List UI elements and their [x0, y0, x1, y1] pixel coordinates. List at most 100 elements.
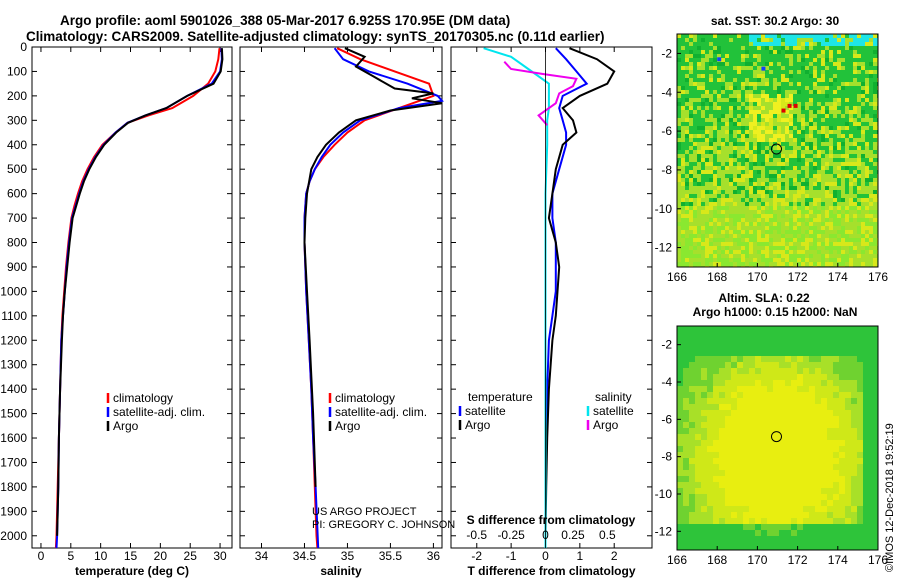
map-cell: [701, 536, 708, 543]
map-cell: [781, 178, 786, 183]
map-cell: [713, 146, 718, 151]
map-cell: [681, 102, 686, 107]
map-cell: [797, 392, 804, 399]
map-cell: [821, 102, 826, 107]
map-cell: [857, 102, 862, 107]
map-cell: [845, 114, 850, 119]
map-cell: [689, 102, 694, 107]
map-cell: [869, 368, 876, 375]
map-cell: [701, 452, 708, 459]
map-cell: [769, 138, 774, 143]
map-cell: [731, 416, 738, 423]
map-cell: [701, 42, 706, 47]
map-cell: [749, 548, 756, 550]
map-cell: [753, 150, 758, 155]
map-cell: [693, 82, 698, 87]
map-cell: [865, 78, 870, 83]
map-cell: [709, 106, 714, 111]
legend-entry: Argo: [113, 419, 139, 433]
map-cell: [827, 536, 834, 543]
map-cell: [725, 106, 730, 111]
map-cell: [821, 392, 828, 399]
map-cell: [707, 500, 714, 507]
map-cell: [677, 506, 684, 513]
map-cell: [793, 170, 798, 175]
map-cell: [857, 50, 862, 55]
map-cell: [821, 206, 826, 211]
map-cell: [761, 374, 768, 381]
map-cell: [737, 74, 742, 79]
map-cell: [717, 154, 722, 159]
map-cell: [737, 464, 744, 471]
map-cell: [753, 258, 758, 263]
map-cell: [821, 524, 828, 531]
map-cell: [857, 518, 864, 525]
map-cell: [803, 530, 810, 537]
map-cell: [785, 332, 792, 339]
map-cell: [681, 186, 686, 191]
map-cell: [731, 548, 738, 550]
map-cell: [857, 500, 864, 507]
map-cell: [721, 182, 726, 187]
map-cell: [849, 234, 854, 239]
map-cell: [841, 114, 846, 119]
map-cell: [689, 518, 696, 525]
map-cell: [765, 98, 770, 103]
map-cell: [809, 374, 816, 381]
map-cell: [685, 78, 690, 83]
map-cell: [853, 158, 858, 163]
map-cell: [677, 488, 684, 495]
map-cell: [725, 470, 732, 477]
map-cell: [821, 368, 828, 375]
map-cell: [851, 524, 858, 531]
map-cell: [773, 150, 778, 155]
map-cell: [841, 94, 846, 99]
map-cell: [765, 258, 770, 263]
map-cell: [741, 234, 746, 239]
map-cell: [757, 146, 762, 151]
map-cell: [701, 222, 706, 227]
map-cell: [677, 392, 684, 399]
map-cell: [745, 178, 750, 183]
map-cell: [821, 74, 826, 79]
map-cell: [689, 446, 696, 453]
map-cell: [863, 536, 870, 543]
map-cell: [745, 50, 750, 55]
map-cell: [733, 226, 738, 231]
map-cell: [755, 530, 762, 537]
map-cell: [851, 482, 858, 489]
map-cell: [875, 398, 878, 405]
map-cell: [709, 222, 714, 227]
map-cell: [829, 222, 834, 227]
map-cell: [789, 78, 794, 83]
map-cell: [821, 350, 828, 357]
map-cell: [861, 162, 866, 167]
map-cell: [817, 78, 822, 83]
map-cell: [789, 62, 794, 67]
map-cell: [829, 194, 834, 199]
map-cell: [815, 464, 822, 471]
map-cell: [805, 146, 810, 151]
map-cell: [695, 404, 702, 411]
map-cell: [873, 250, 878, 255]
map-cell: [793, 118, 798, 123]
map-cell: [729, 214, 734, 219]
map-cell: [745, 114, 750, 119]
map-cell: [773, 162, 778, 167]
map-cell: [781, 258, 786, 263]
map-cell: [677, 536, 684, 543]
map-cell: [755, 356, 762, 363]
map-cell: [765, 102, 770, 107]
map-cell: [729, 210, 734, 215]
map-cell: [773, 452, 780, 459]
map-cell: [815, 524, 822, 531]
map-cell: [797, 530, 804, 537]
map-cell: [733, 42, 738, 47]
map-hotspot: [793, 103, 798, 108]
map-cell: [765, 178, 770, 183]
map-cell: [773, 90, 778, 95]
map-cell: [729, 50, 734, 55]
map-cell: [695, 386, 702, 393]
map-cell: [793, 62, 798, 67]
map-cell: [731, 476, 738, 483]
